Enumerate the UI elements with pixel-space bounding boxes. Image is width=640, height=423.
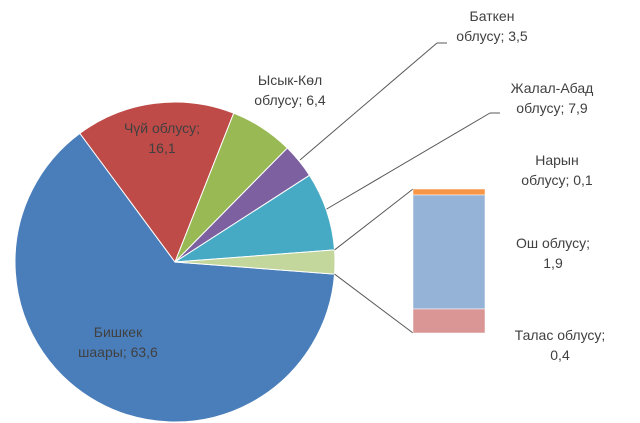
bar-segment xyxy=(412,188,486,196)
data-label: Нарын облусу; 0,1 xyxy=(512,150,602,190)
pie-slice xyxy=(14,132,336,423)
label-part: Ош облусу xyxy=(515,235,587,251)
pie-slice xyxy=(79,101,235,264)
label-part: Нарын облусу xyxy=(521,152,579,188)
pie-slice xyxy=(174,249,336,275)
label-part: ; xyxy=(565,172,574,188)
connector-line xyxy=(334,273,414,334)
leader-line xyxy=(324,112,491,211)
label-part: ; xyxy=(298,92,307,108)
label-part: 7,9 xyxy=(568,100,588,116)
label-part: ; xyxy=(500,28,509,44)
label-part: 0,4 xyxy=(550,347,570,363)
label-part: 63,6 xyxy=(130,344,158,360)
leader-line xyxy=(299,42,438,161)
data-label: Баткен облусу; 3,5 xyxy=(447,6,537,46)
label-part: Талас облусу xyxy=(514,327,602,343)
label-part: Бишкек шаары xyxy=(78,324,143,360)
label-part: 1,9 xyxy=(543,255,563,271)
label-part: ; xyxy=(122,344,131,360)
data-label: Ысык-Көл облусу; 6,4 xyxy=(246,70,334,110)
label-part: 0,1 xyxy=(573,172,593,188)
data-label: Жалал-Абад облусу; 7,9 xyxy=(504,78,600,118)
data-label: Ош облусу; 1,9 xyxy=(509,233,597,273)
data-label: Чүй облусу; 16,1 xyxy=(116,118,208,158)
label-part: ; xyxy=(560,100,569,116)
data-label: Бишкек шаары; 63,6 xyxy=(74,322,162,362)
label-part: 3,5 xyxy=(508,28,528,44)
connector-line xyxy=(334,188,414,251)
label-part: Баткен облусу xyxy=(456,8,515,44)
bar-segment xyxy=(412,308,486,334)
data-label: Талас облусу; 0,4 xyxy=(506,325,614,365)
label-part: ; xyxy=(196,120,201,136)
label-part: Чүй облусу xyxy=(123,120,197,136)
label-part: ; xyxy=(601,327,606,343)
label-part: ; xyxy=(586,235,591,251)
bar-segment xyxy=(412,194,486,310)
label-part: Ысык-Көл облусу xyxy=(254,72,323,108)
label-part: 6,4 xyxy=(306,92,326,108)
label-part: 16,1 xyxy=(148,140,176,156)
label-part: Жалал-Абад облусу xyxy=(510,80,594,116)
